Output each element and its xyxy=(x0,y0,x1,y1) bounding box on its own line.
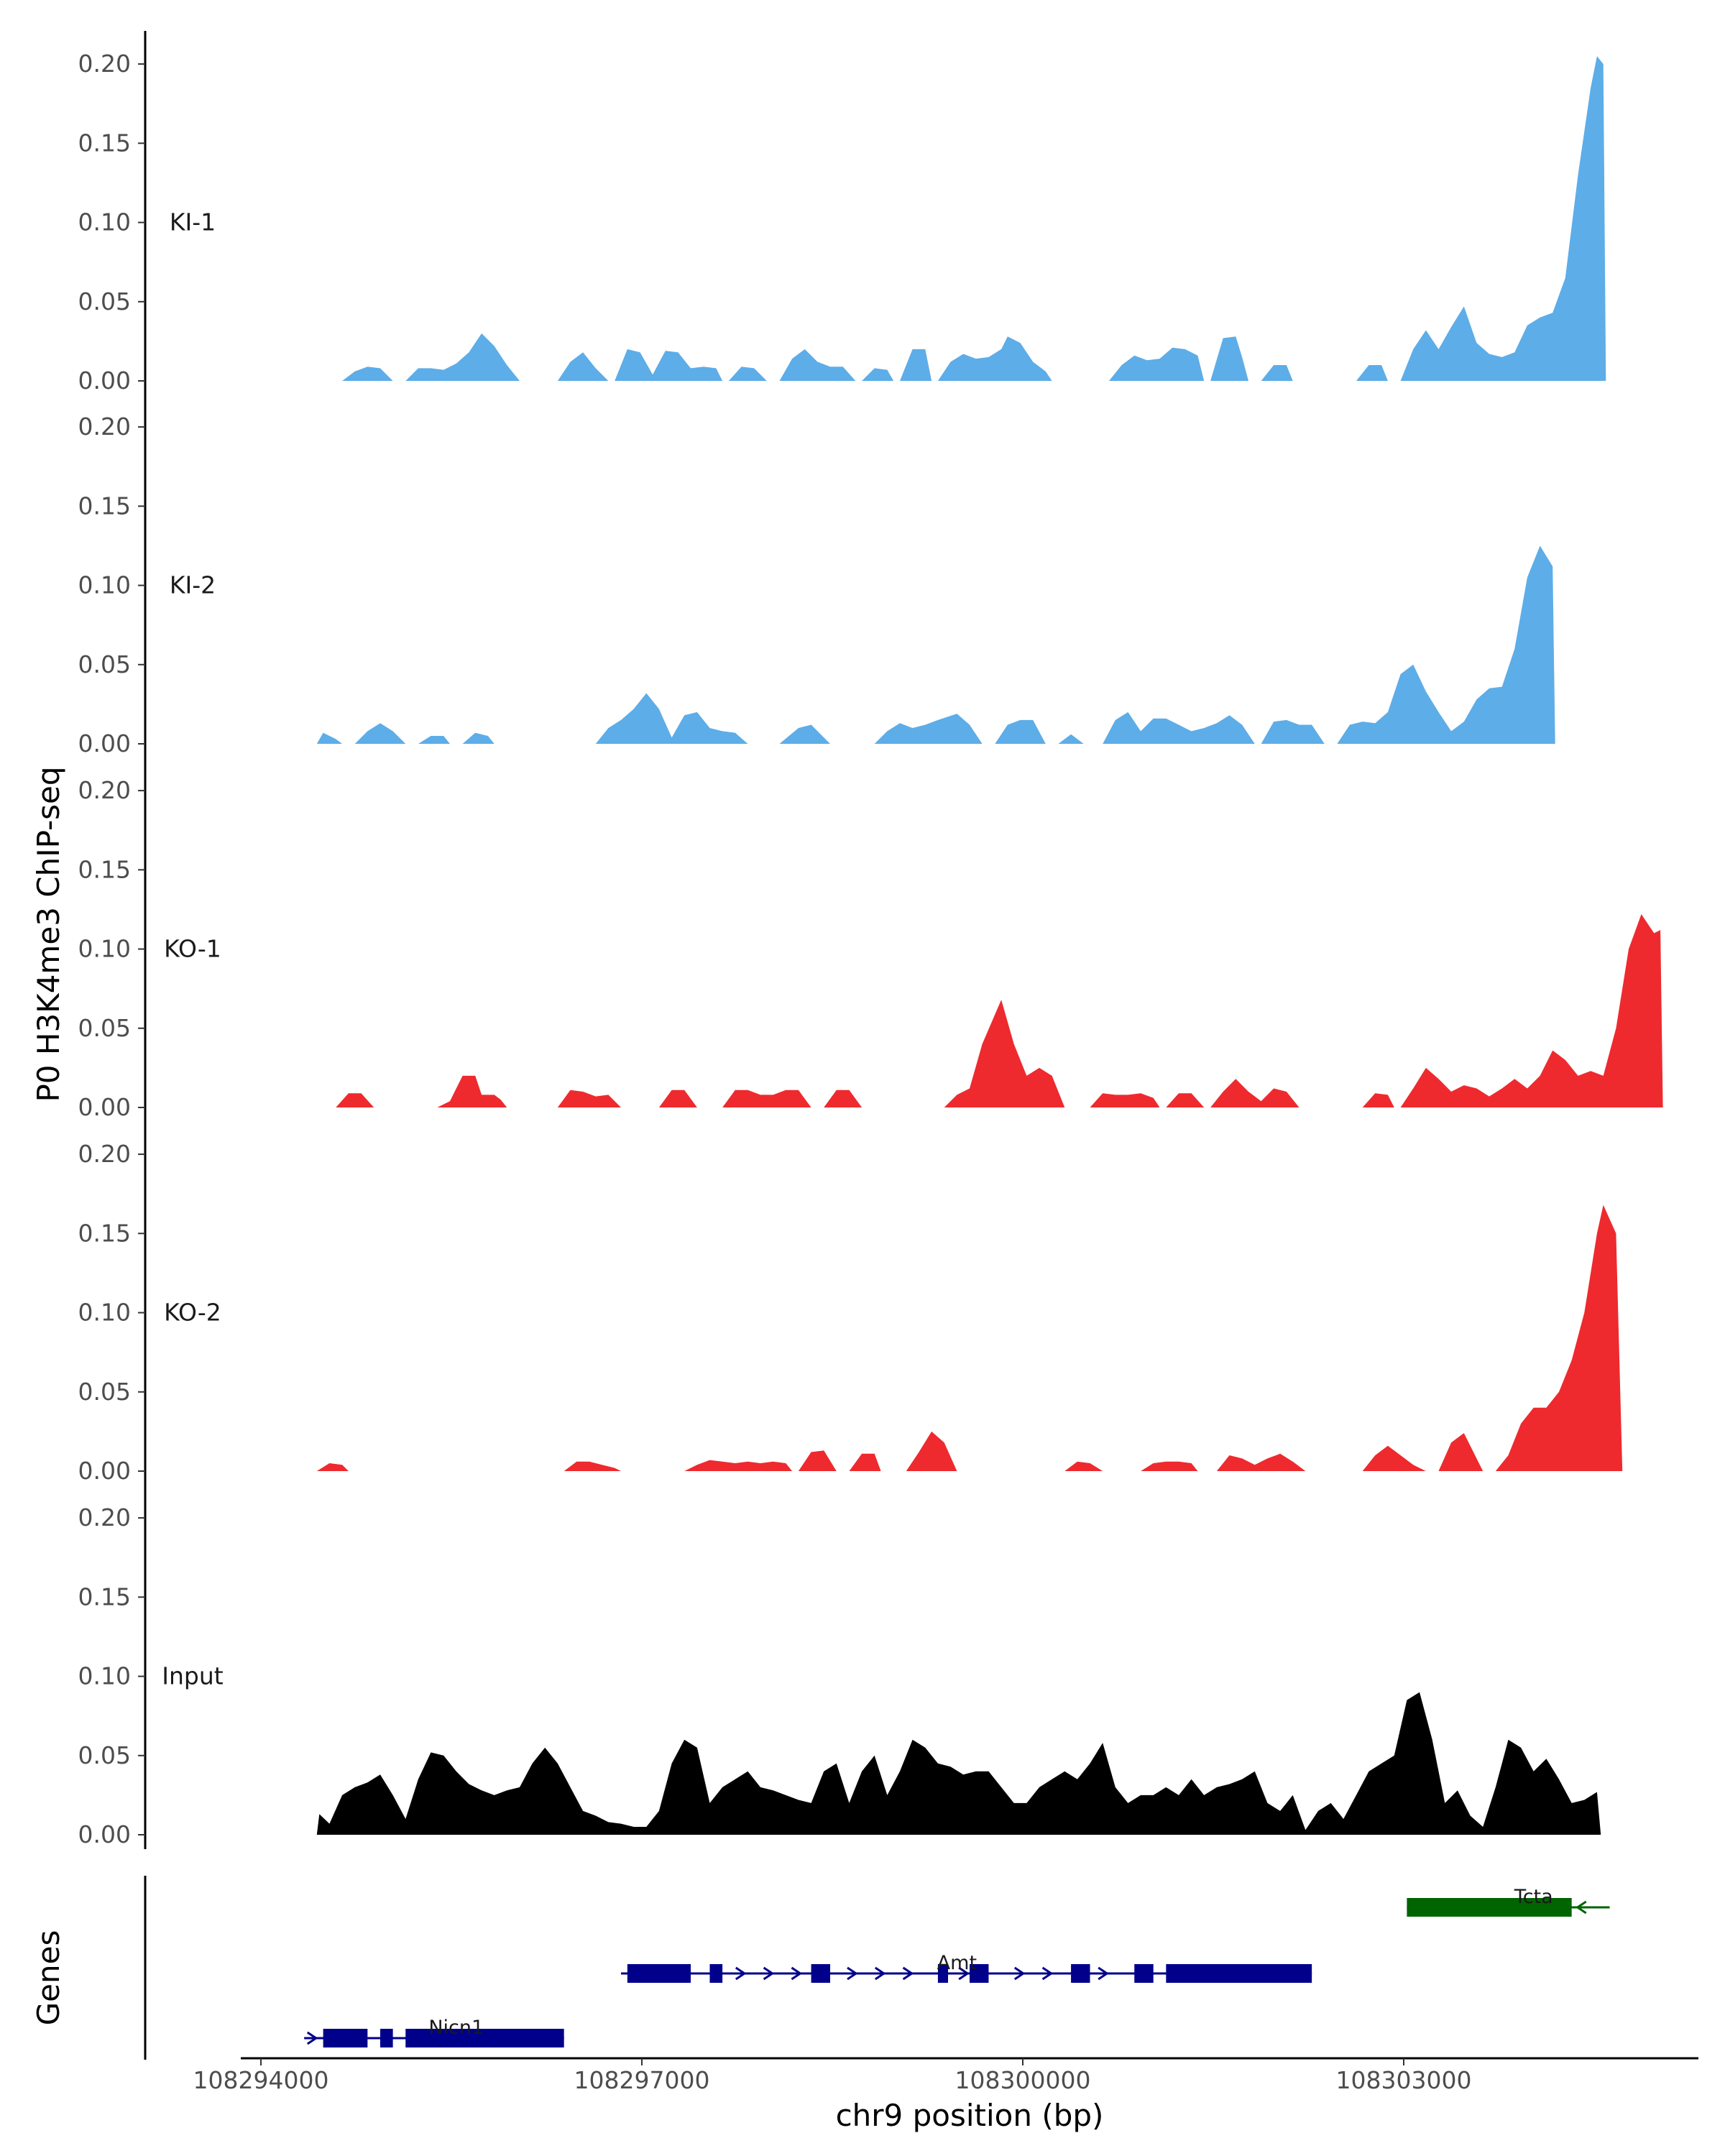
strand-arrow xyxy=(1098,1966,1109,1981)
y-tick-label: 0.20 xyxy=(78,1140,131,1168)
gene-nicn1: Nicn1 xyxy=(304,2017,564,2047)
y-tick-label: 0.20 xyxy=(78,413,131,441)
track-label: Input xyxy=(162,1662,224,1690)
x-tick-label: 108297000 xyxy=(574,2066,710,2094)
panel-input: 0.00 0.05 0.10 0.15 0.20 Input xyxy=(78,1485,1601,1849)
y-tick-label: 0.00 xyxy=(78,367,131,395)
y-tick-label: 0.15 xyxy=(78,492,131,520)
strand-arrow xyxy=(1013,1966,1026,1981)
gene-exon xyxy=(1134,1964,1154,1983)
gene-label: Nicn1 xyxy=(428,2017,484,2039)
signal-area xyxy=(342,56,1606,381)
y-tick-label: 0.20 xyxy=(78,1503,131,1531)
genes-axis-title: Genes xyxy=(31,1930,66,2026)
y-tick-label: 0.10 xyxy=(78,571,131,599)
strand-arrow xyxy=(958,1966,970,1981)
y-tick-label: 0.20 xyxy=(78,776,131,804)
x-tick-label: 108294000 xyxy=(193,2066,329,2094)
strand-arrow xyxy=(1041,1966,1054,1981)
track-label: KI-1 xyxy=(170,208,216,236)
y-tick-label: 0.15 xyxy=(78,1219,131,1247)
gene-exon xyxy=(937,1964,949,1983)
y-tick-label: 0.15 xyxy=(78,1583,131,1611)
track-panels: 0.00 0.05 0.10 0.15 0.20 KI-1 0.00 0.05 0.10 0.15… xyxy=(78,31,1663,1849)
gene-exon xyxy=(380,2029,393,2047)
y-tick-label: 0.10 xyxy=(78,208,131,236)
y-tick-label: 0.10 xyxy=(78,1299,131,1327)
y-tick-label: 0.15 xyxy=(78,129,131,157)
gene-exon xyxy=(1407,1898,1572,1917)
gene-exon xyxy=(1071,1964,1090,1983)
gene-tcta: Tcta xyxy=(1407,1886,1610,1917)
track-label: KI-2 xyxy=(170,571,216,599)
gene-exon xyxy=(1166,1964,1312,1983)
y-tick-label: 0.05 xyxy=(78,1014,131,1042)
strand-arrow xyxy=(1576,1900,1587,1915)
y-tick-label: 0.05 xyxy=(78,287,131,315)
signal-area xyxy=(316,545,1555,744)
strand-arrow xyxy=(902,1966,914,1981)
y-tick-label: 0.05 xyxy=(78,1741,131,1769)
strand-arrow xyxy=(847,1966,858,1981)
signal-area xyxy=(336,914,1663,1107)
strand-arrow xyxy=(874,1966,886,1981)
y-tick-label: 0.05 xyxy=(78,1378,131,1406)
y-tick-label: 0.15 xyxy=(78,855,131,883)
genes-panel: Tcta Amt Nicn1 xyxy=(304,1886,1610,2047)
signal-area xyxy=(316,1204,1623,1471)
track-label: KO-1 xyxy=(164,935,221,963)
panel-ki-2: 0.00 0.05 0.10 0.15 0.20 KI-2 xyxy=(78,394,1555,758)
strand-arrow xyxy=(791,1966,803,1981)
y-tick-label: 0.20 xyxy=(78,50,131,78)
y-tick-label: 0.10 xyxy=(78,1662,131,1690)
panel-ko-2: 0.00 0.05 0.10 0.15 0.20 KO-2 xyxy=(78,1121,1623,1485)
gene-exon xyxy=(970,1964,989,1983)
y-tick-label: 0.00 xyxy=(78,1820,131,1848)
gene-exon xyxy=(709,1964,723,1983)
gene-amt: Amt xyxy=(621,1952,1312,1983)
strand-arrow xyxy=(735,1966,747,1981)
panel-ko-1: 0.00 0.05 0.10 0.15 0.20 KO-1 xyxy=(78,757,1663,1122)
y-tick-label: 0.00 xyxy=(78,729,131,757)
gene-exon xyxy=(405,2029,564,2047)
signal-area xyxy=(316,1692,1601,1835)
x-tick-label: 108303000 xyxy=(1336,2066,1472,2094)
strand-arrow xyxy=(763,1966,775,1981)
panel-ki-1: 0.00 0.05 0.10 0.15 0.20 KI-1 xyxy=(78,31,1606,395)
strand-arrow xyxy=(306,2031,318,2045)
y-tick-label: 0.05 xyxy=(78,650,131,678)
gene-label: Tcta xyxy=(1514,1886,1553,1908)
y-tick-label: 0.00 xyxy=(78,1457,131,1485)
y-tick-label: 0.10 xyxy=(78,935,131,963)
gene-exon xyxy=(323,2029,368,2047)
gene-exon xyxy=(627,1964,691,1983)
x-axis-ticks: 108294000 108297000 108300000 108303000 xyxy=(193,2058,1472,2094)
x-tick-label: 108300000 xyxy=(955,2066,1091,2094)
gene-exon xyxy=(811,1964,831,1983)
x-axis-title: chr9 position (bp) xyxy=(836,2098,1104,2133)
track-label: KO-2 xyxy=(164,1299,221,1327)
y-tick-label: 0.00 xyxy=(78,1093,131,1121)
y-axis-title: P0 H3K4me3 ChIP-seq xyxy=(31,766,66,1102)
gene-label: Amt xyxy=(937,1952,977,1974)
